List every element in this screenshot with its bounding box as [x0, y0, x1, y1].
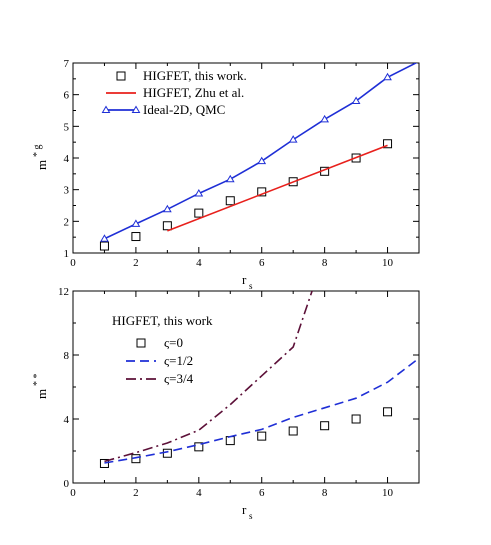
- y-tick-label: 3: [64, 185, 70, 197]
- data-point-triangle: [351, 96, 361, 104]
- y-axis-label-sup: * g: [32, 145, 43, 158]
- data-point-square: [225, 436, 235, 446]
- data-point-square: [131, 454, 141, 464]
- y-tick-label: 7: [64, 58, 70, 70]
- x-tick-label: 4: [196, 487, 202, 499]
- x-tick-label: 2: [133, 257, 139, 269]
- x-axis-label-sub: s: [249, 281, 253, 291]
- x-axis-label-sub: s: [249, 511, 253, 521]
- data-point-square: [162, 448, 172, 458]
- legend-label: HIGFET, this work.: [143, 68, 247, 83]
- series-line: [104, 357, 419, 464]
- data-point-triangle: [194, 188, 204, 197]
- data-point-square: [162, 221, 172, 231]
- data-point-square: [194, 208, 204, 218]
- data-point-square: [225, 196, 235, 206]
- x-tick-label: 6: [259, 257, 265, 269]
- x-tick-label: 0: [70, 487, 76, 499]
- bottom-panel: 0 2 4 6 8 10 0 4 8 12 r s m * * HIGFET, this work ς=0 ς=…: [32, 286, 420, 521]
- data-point-square: [351, 153, 361, 163]
- data-point-square: [288, 426, 298, 436]
- y-tick-label: 2: [64, 216, 70, 228]
- data-point-square: [320, 421, 330, 431]
- data-point-triangle: [131, 219, 141, 227]
- data-point-square: [383, 139, 393, 149]
- x-tick-label: 6: [259, 487, 265, 499]
- y-tick-label: 4: [64, 153, 70, 165]
- y-axis-label: m: [34, 160, 49, 170]
- y-axis-label-sup: * *: [32, 374, 43, 387]
- data-point-triangle: [288, 135, 298, 143]
- x-axis-label: r: [242, 502, 247, 517]
- legend-symbol: [136, 338, 146, 348]
- x-tick-label: 4: [196, 257, 202, 269]
- data-point-triangle: [162, 204, 172, 213]
- x-axis-label: r: [242, 272, 247, 287]
- legend-symbol-triangle: [131, 105, 141, 113]
- x-tick-label: 10: [382, 487, 394, 499]
- legend-symbol-triangle: [101, 105, 111, 113]
- data-point-square: [383, 407, 393, 417]
- x-tick-label: 8: [322, 487, 328, 499]
- data-point-triangle: [383, 72, 392, 81]
- legend-title: HIGFET, this work: [112, 313, 213, 328]
- x-tick-label: 0: [70, 257, 76, 269]
- x-tick-label: 2: [133, 487, 139, 499]
- y-tick-label: 1: [64, 248, 70, 260]
- x-tick-label: 8: [322, 257, 328, 269]
- plot-area: [99, 63, 418, 251]
- data-point-triangle: [320, 114, 330, 123]
- legend-label: ς=0: [164, 335, 183, 350]
- legend-symbol: [116, 71, 126, 81]
- x-tick-label: 10: [382, 257, 394, 269]
- y-tick-label: 0: [64, 478, 70, 490]
- data-point-triangle: [257, 156, 267, 165]
- y-tick-label: 6: [64, 90, 70, 102]
- y-tick-label: 5: [64, 121, 70, 133]
- y-tick-label: 8: [64, 350, 70, 362]
- data-point-square: [351, 414, 361, 424]
- legend-label: ς=1/2: [164, 353, 193, 368]
- data-point-triangle: [100, 234, 109, 242]
- data-point-square: [257, 431, 267, 441]
- y-axis-label: m: [34, 389, 49, 399]
- data-point-triangle: [225, 174, 235, 183]
- data-point-square: [131, 232, 141, 242]
- data-point-square: [288, 177, 298, 187]
- data-point-square: [99, 458, 109, 468]
- legend-label: HIGFET, Zhu et al.: [143, 85, 244, 100]
- plot-frame: [72, 62, 420, 254]
- y-tick-label: 4: [64, 414, 70, 426]
- legend-label: ς=3/4: [164, 371, 194, 386]
- data-point-square: [99, 241, 109, 251]
- legend-label: Ideal-2D, QMC: [143, 102, 225, 117]
- series-line: [167, 144, 388, 232]
- plot-area: [99, 291, 419, 468]
- y-tick-label: 12: [58, 286, 69, 298]
- data-point-square: [194, 442, 204, 452]
